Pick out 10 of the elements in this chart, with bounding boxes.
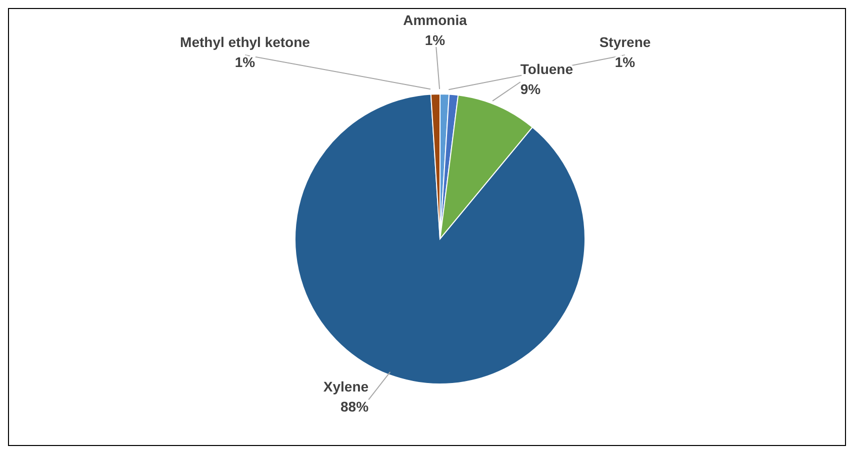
slice-label: Styrene	[599, 34, 651, 50]
data-label: 1%	[424, 32, 446, 48]
data-label: 9%	[520, 80, 542, 97]
data-label: 1%	[614, 54, 636, 70]
data-label: 88%	[340, 398, 370, 415]
slice-label: Methyl ethyl ketone	[180, 34, 310, 50]
data-label: 1%	[234, 54, 256, 70]
slice-label: Ammonia	[403, 12, 468, 28]
slice-label: Toluene	[520, 60, 574, 77]
slice-label: Xylene	[323, 378, 369, 395]
